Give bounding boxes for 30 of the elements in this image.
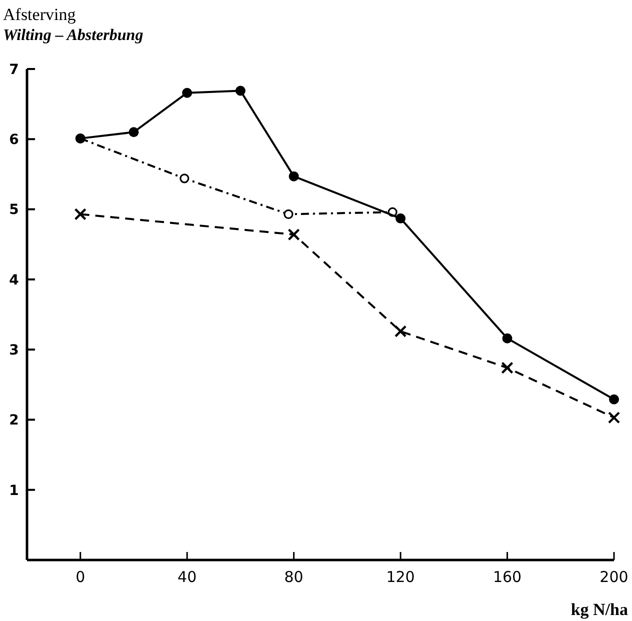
- point: [501, 362, 514, 374]
- chart-title: Afsterving: [3, 5, 76, 24]
- chart-subtitle: Wilting – Absterbung: [3, 27, 144, 44]
- y-tick-label: 5: [9, 202, 19, 218]
- x-tick-label: 120: [386, 568, 415, 586]
- y-tick-label: 1: [9, 482, 19, 499]
- point: [608, 412, 620, 424]
- point: [235, 86, 246, 96]
- x-tick-label: 80: [284, 568, 304, 586]
- point: [396, 213, 406, 224]
- point: [180, 174, 190, 184]
- point: [288, 171, 299, 182]
- y-tick-label: 6: [9, 132, 19, 148]
- y-tick-label: 2: [9, 412, 19, 429]
- point: [502, 333, 512, 344]
- y-tick-label: 4: [9, 272, 20, 288]
- x-axis-title: kg N/ha: [570, 600, 628, 619]
- y-tick-label: 3: [9, 342, 19, 358]
- x-tick-label: 0: [76, 568, 86, 586]
- x-tick-label: 200: [600, 568, 628, 586]
- point: [394, 325, 407, 338]
- y-tick-label: 7: [9, 62, 19, 78]
- x-tick-label: 40: [178, 568, 197, 586]
- x-tick-label: 160: [492, 568, 522, 586]
- point: [182, 88, 192, 98]
- point: [284, 209, 294, 219]
- point: [609, 394, 619, 404]
- point: [288, 228, 300, 241]
- point: [128, 127, 139, 138]
- point: [74, 208, 86, 220]
